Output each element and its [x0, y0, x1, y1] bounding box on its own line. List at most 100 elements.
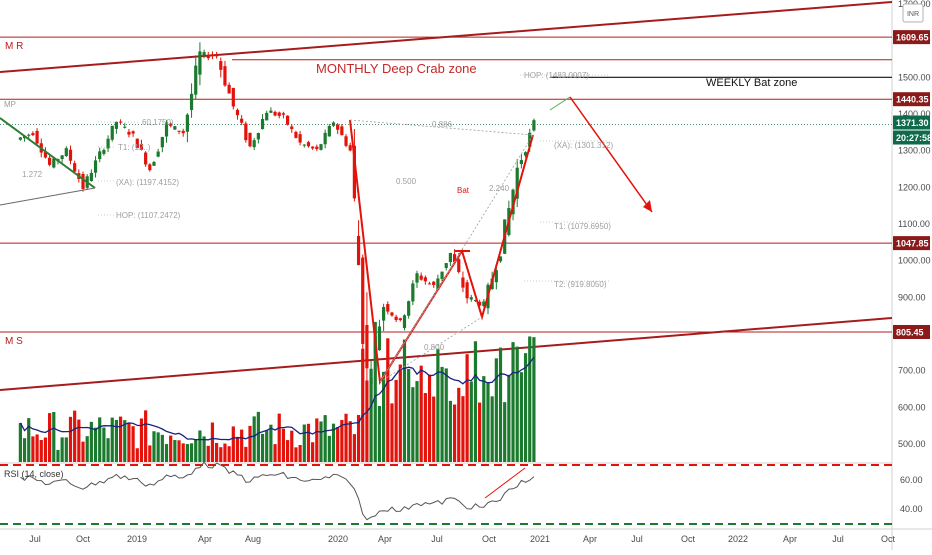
- mr-label: M R: [5, 41, 23, 52]
- time-tick-label: Oct: [482, 534, 497, 544]
- candle-body: [319, 144, 323, 150]
- price-tick-label: 1200.00: [898, 182, 931, 192]
- candle-body: [144, 152, 148, 165]
- candle-body: [427, 283, 432, 285]
- xa-right-label: (XA): (1301.312): [554, 141, 613, 150]
- bat-label: Bat: [457, 186, 470, 195]
- candle-body: [60, 155, 64, 159]
- price-tick-label: 700.00: [898, 366, 926, 376]
- candle-body: [469, 297, 473, 300]
- volume-bar: [273, 444, 277, 462]
- volume-bar: [440, 366, 444, 462]
- candle-body: [511, 189, 515, 215]
- candle-body: [189, 93, 194, 110]
- candle-body: [444, 263, 448, 268]
- volume-bar: [77, 419, 81, 462]
- volume-bar: [48, 413, 52, 462]
- price-tick-label: 1100.00: [898, 219, 930, 229]
- candle-body: [423, 277, 427, 282]
- candle-body: [139, 143, 144, 150]
- volume-bar: [68, 416, 73, 462]
- time-tick-label: Apr: [783, 534, 797, 544]
- volume-bar: [198, 430, 202, 462]
- time-tick-label: Jul: [832, 534, 844, 544]
- price-tick-label: 1000.00: [898, 256, 931, 266]
- volume-bar: [294, 447, 298, 462]
- candle-body: [156, 151, 160, 157]
- candle-body: [411, 283, 415, 302]
- candle-body: [252, 140, 256, 148]
- volume-bar: [377, 405, 382, 462]
- candle-body: [64, 148, 68, 157]
- volume-bar: [356, 415, 361, 462]
- volume-bar: [323, 415, 327, 462]
- candle-body: [415, 273, 419, 283]
- time-tick-label: 2022: [728, 534, 748, 544]
- t1-left-label: T1: (12..): [118, 143, 151, 152]
- volume-bar: [93, 427, 98, 462]
- candle-body: [169, 123, 173, 126]
- candle-body: [194, 65, 198, 95]
- candle-body: [164, 122, 169, 137]
- candle-body: [465, 282, 469, 299]
- candle-body: [336, 124, 340, 130]
- time-tick-label: 2019: [127, 534, 147, 544]
- price-tag-label: 1371.30: [896, 118, 929, 128]
- candle-body: [256, 132, 260, 140]
- price-tag-box: [893, 325, 930, 340]
- time-tick-label: Jul: [29, 534, 41, 544]
- volume-bar: [452, 404, 457, 462]
- candle-body: [227, 84, 231, 94]
- candle-body: [407, 301, 411, 316]
- candle-body: [131, 131, 135, 134]
- ms-label: M S: [5, 336, 23, 347]
- volume-bar: [81, 441, 85, 462]
- volume-bar: [144, 410, 148, 462]
- volume-bar: [252, 416, 256, 462]
- volume-bar: [478, 402, 482, 462]
- rsi-label: RSI (14, close): [4, 469, 64, 479]
- candle-body: [185, 114, 189, 132]
- time-tick-label: Aug: [245, 534, 261, 544]
- volume-bar: [352, 434, 356, 462]
- volume-bar: [415, 381, 419, 462]
- volume-bar: [60, 437, 64, 462]
- price-tag-box: [893, 115, 930, 130]
- xa-left-label: (XA): (1197.4152): [116, 178, 179, 187]
- candle-body: [294, 131, 298, 138]
- candle-body: [123, 126, 127, 128]
- candle-body: [382, 307, 386, 321]
- candle-body: [206, 55, 210, 59]
- candle-body: [473, 300, 478, 302]
- candle-body: [461, 277, 465, 288]
- level-left-label: 60.1750): [142, 118, 174, 127]
- volume-bar: [461, 396, 465, 462]
- candle-body: [235, 109, 240, 116]
- price-tags: 1609.65 1440.35 1371.30 20:27:58 1047.85 805.…: [893, 30, 932, 340]
- volume-bar: [411, 387, 415, 462]
- hop-right-label: HOP: (1483.0007): [524, 71, 589, 80]
- price-tag-label: 805.45: [896, 328, 924, 338]
- candle-body: [31, 133, 35, 136]
- price-tag-box: [893, 92, 930, 107]
- volume-bar: [302, 424, 306, 462]
- time-tick-label: 2021: [530, 534, 550, 544]
- time-axis[interactable]: Jul Oct 2019 Apr Aug 2020 Apr Jul Oct 2021 Apr Jul O…: [29, 534, 895, 544]
- volume-bar: [118, 416, 123, 462]
- rsi-pane: [0, 461, 892, 525]
- upper-trendline: [0, 1, 893, 73]
- volume-bar: [56, 449, 60, 462]
- time-tick-label: 2020: [328, 534, 348, 544]
- volume-bar: [85, 436, 89, 462]
- candle-body: [215, 55, 219, 57]
- projection-arrow-line: [569, 96, 653, 213]
- volume-bar: [528, 336, 532, 462]
- volume-bar: [507, 374, 511, 462]
- candle-body: [498, 256, 503, 262]
- volume-bar: [131, 426, 135, 462]
- volume-bar: [503, 402, 507, 462]
- volume-bar: [52, 412, 56, 462]
- currency-badge[interactable]: [902, 3, 924, 23]
